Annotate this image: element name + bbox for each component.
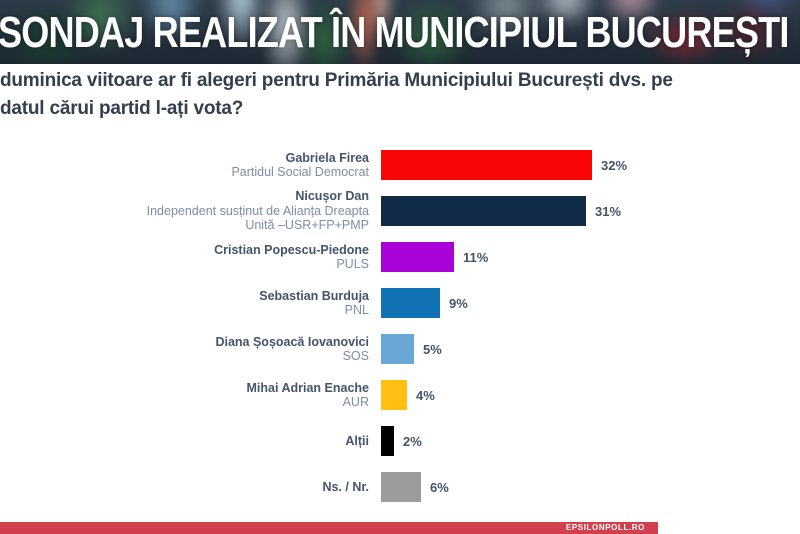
result-value: 4% (416, 387, 435, 403)
candidate-name: Ns. / Nr. (322, 479, 369, 494)
candidate-party: AUR (342, 395, 369, 409)
candidate-party-line2: Unită –USR+FP+PMP (245, 218, 369, 233)
chart-row-piedone: Cristian Popescu-Piedone PULS 11% (0, 234, 800, 280)
chart-row-firea: Gabriela Firea Partidul Social Democrat … (0, 142, 800, 188)
candidate-name: Gabriela Firea (285, 150, 369, 165)
city-photo-background (0, 0, 800, 64)
chart-row-dan: Nicușor Dan Independent susținut de Alia… (0, 188, 800, 234)
survey-question-line1: duminica viitoare ar fi alegeri pentru P… (0, 70, 673, 91)
chart-row-sosoaca: Diana Șoșoacă Iovanovici SOS 5% (0, 326, 800, 372)
result-value: 5% (423, 341, 442, 357)
chart-row-burduja: Sebastian Burduja PNL 9% (0, 280, 800, 326)
candidate-name: Diana Șoșoacă Iovanovici (215, 334, 369, 349)
result-bar (381, 380, 407, 410)
result-value: 9% (449, 295, 468, 311)
result-bar (381, 288, 440, 318)
candidate-name: Mihai Adrian Enache (246, 380, 369, 395)
candidate-party: SOS (342, 349, 369, 363)
results-bar-chart: Gabriela Firea Partidul Social Democrat … (0, 142, 800, 510)
footer-brand-bar: EPSILONPOLL.RO (0, 522, 658, 534)
chart-row-ns-nr: Ns. / Nr. 6% (0, 464, 800, 510)
chart-row-enache: Mihai Adrian Enache AUR 4% (0, 372, 800, 418)
candidate-party: Partidul Social Democrat (231, 165, 369, 179)
result-bar (381, 150, 592, 180)
candidate-name: Nicușor Dan (295, 189, 369, 204)
result-value: 11% (463, 249, 489, 265)
survey-question: duminica viitoare ar fi alegeri pentru P… (0, 67, 800, 123)
result-bar (381, 472, 421, 502)
result-value: 6% (430, 479, 449, 495)
result-bar (381, 426, 394, 456)
result-value: 2% (403, 433, 422, 449)
footer-brand-text: EPSILONPOLL.RO (565, 523, 645, 532)
survey-question-line2: datul cărui partid l-ați vota? (0, 98, 244, 119)
banner-title: SONDAJ REALIZAT ÎN MUNICIPIUL BUCUREȘTI (0, 8, 789, 57)
candidate-party: Independent susținut de Alianța Dreapta (146, 203, 369, 218)
candidate-name: Sebastian Burduja (259, 288, 369, 303)
result-bar (381, 196, 586, 226)
chart-row-altii: Alții 2% (0, 418, 800, 464)
candidate-party: PULS (336, 257, 369, 271)
banner: SONDAJ REALIZAT ÎN MUNICIPIUL BUCUREȘTI (0, 0, 800, 64)
candidate-party: PNL (344, 303, 369, 317)
result-value: 32% (601, 157, 628, 173)
candidate-name: Cristian Popescu-Piedone (214, 242, 369, 257)
result-bar (381, 334, 414, 364)
candidate-name: Alții (345, 433, 369, 448)
result-bar (381, 242, 454, 272)
result-value: 31% (595, 203, 622, 219)
